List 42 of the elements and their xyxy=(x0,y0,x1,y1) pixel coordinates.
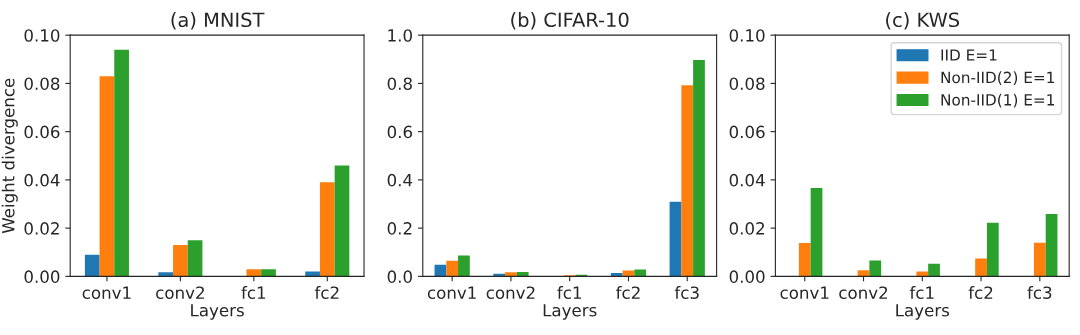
x-tick-label: fc1 xyxy=(557,286,581,299)
y-tick-label: 0.2 xyxy=(387,222,412,235)
y-tick-label: 1.0 xyxy=(388,29,412,42)
x-axis-title: Layers xyxy=(896,304,950,320)
legend-label: IID E=1 xyxy=(941,49,997,61)
y-tick-label: 0.06 xyxy=(24,125,60,139)
x-tick-label: fc2 xyxy=(968,286,993,299)
x-tick-label: conv1 xyxy=(427,286,476,299)
x-axis-title: Layers xyxy=(191,304,244,320)
x-tick-label: conv1 xyxy=(82,286,131,299)
x-tick-label: conv1 xyxy=(780,286,829,299)
x-tick-label: fc2 xyxy=(616,286,640,299)
y-tick-label: 0.8 xyxy=(387,77,412,90)
y-tick-label: 0.6 xyxy=(387,125,413,139)
y-tick-label: 0.02 xyxy=(24,222,59,235)
x-tick-label: fc3 xyxy=(674,286,699,299)
x-axis-title: Layers xyxy=(543,304,597,320)
chart-title: (b) CIFAR-10 xyxy=(511,12,629,30)
y-tick-label: 0.4 xyxy=(387,173,413,187)
y-tick-label: 0.0 xyxy=(387,270,412,283)
y-tick-label: 0.04 xyxy=(729,173,765,187)
y-tick-label: 0.00 xyxy=(729,270,765,283)
y-tick-label: 0.04 xyxy=(24,173,60,187)
chart-title: (a) MNIST xyxy=(171,12,265,30)
y-tick-label: 0.00 xyxy=(24,270,60,283)
x-tick-label: conv2 xyxy=(156,286,204,299)
y-tick-label: 0.06 xyxy=(729,125,765,139)
legend-label: Non-IID(2) E=1 xyxy=(941,71,1055,85)
y-tick-label: 0.08 xyxy=(24,77,60,90)
y-tick-label: 0.02 xyxy=(729,222,764,235)
y-tick-label: 0.10 xyxy=(729,29,765,42)
x-tick-label: fc2 xyxy=(314,286,339,299)
x-tick-label: fc1 xyxy=(909,286,934,299)
x-tick-label: conv2 xyxy=(486,286,535,299)
y-axis-title: Weight divergence xyxy=(1,78,18,234)
x-tick-label: fc1 xyxy=(241,286,266,299)
y-tick-label: 0.08 xyxy=(729,77,765,90)
chart-title: (c) KWS xyxy=(886,12,960,30)
x-tick-label: conv2 xyxy=(839,286,888,299)
x-tick-label: fc3 xyxy=(1027,286,1052,299)
legend-label: Non-IID(1) E=1 xyxy=(941,93,1055,108)
y-tick-label: 0.10 xyxy=(24,29,60,42)
